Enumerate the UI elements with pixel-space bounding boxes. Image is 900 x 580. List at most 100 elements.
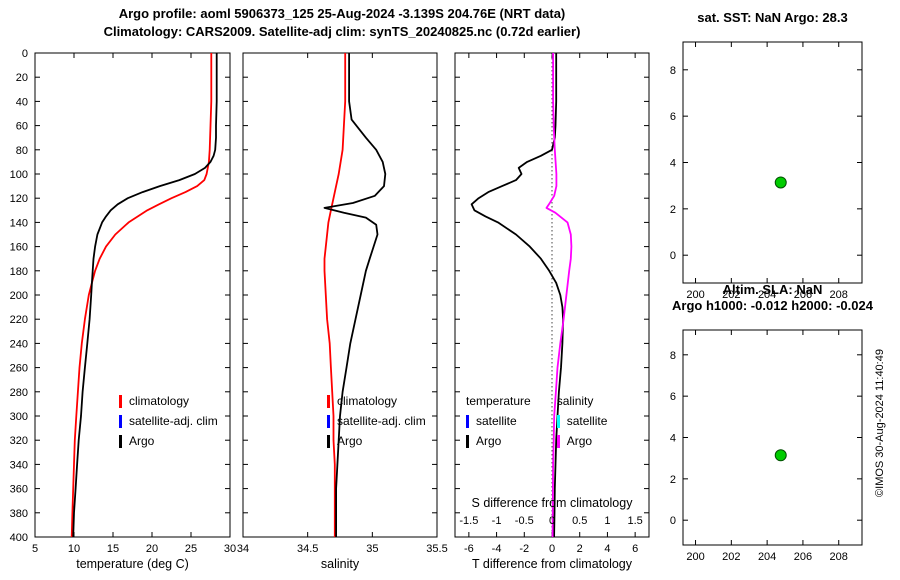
legend-line-marker [119, 434, 122, 448]
y-tick-label: 4 [670, 158, 676, 170]
s-axis-tick-label: 1.5 [627, 515, 642, 527]
sla_map-plot-box [682, 329, 863, 546]
legend-line-marker [466, 414, 469, 428]
y-tick-label: 240 [10, 338, 28, 350]
legend-item-label: Argo [129, 434, 155, 448]
legend-line-marker [466, 434, 469, 448]
x-tick-label: 34 [237, 543, 249, 555]
y-tick-label: 320 [10, 435, 28, 447]
legend-item-satellite-adj-clim: satellite-adj. clim [327, 411, 426, 431]
y-tick-label: 6 [670, 111, 676, 123]
figure-title-line1: Argo profile: aoml 5906373_125 25-Aug-20… [118, 6, 566, 21]
x-tick-label: 4 [604, 543, 610, 555]
legend-column-header: temperature [466, 394, 531, 408]
y-tick-label: 140 [10, 217, 28, 229]
legend-line-marker [556, 414, 560, 428]
y-tick-label: 380 [10, 508, 28, 520]
legend-column-temperature: temperature satellite Argo [466, 391, 531, 451]
legend-line-marker [119, 414, 122, 428]
x-tick-label: 200 [686, 551, 704, 563]
panel-salinity_profile: 34 34.5 35 35.5 salinity [237, 52, 448, 571]
panel-temperature_profile: 5 10 15 20 25 3002040608010012014016018020022… [10, 48, 236, 571]
sst_map-plot-box [682, 41, 863, 284]
panel-title: Argo h1000: -0.012 h2000: -0.024 [672, 298, 874, 313]
y-tick-label: 80 [16, 145, 28, 157]
y-tick-label: 2 [670, 204, 676, 216]
series-climatology-line [70, 53, 213, 538]
legend-item-argo: Argo [466, 431, 531, 451]
argo-position-dot [774, 449, 787, 462]
x-tick-label: 25 [185, 543, 197, 555]
x-tick-label: 35.5 [426, 543, 447, 555]
legend-item-climatology: climatology [119, 391, 218, 411]
s-axis-tick-label: -1 [492, 515, 502, 527]
legend-item-satellite: satellite [466, 411, 531, 431]
legend-item-label: climatology [129, 394, 190, 408]
s-axis-tick-label: -0.5 [515, 515, 534, 527]
legend-salinity_profile: climatology satellite-adj. clim Argo [327, 391, 426, 451]
legend-item-label: satellite-adj. clim [129, 414, 218, 428]
legend-line-marker [327, 434, 330, 448]
copyright-vertical-text: ©IMOS 30-Aug-2024 11:40:49 [874, 349, 886, 497]
legend-item-label: satellite-adj. clim [337, 414, 426, 428]
y-tick-label: 280 [10, 387, 28, 399]
y-tick-label: 180 [10, 266, 28, 278]
salinity_profile-plot-box [242, 52, 438, 538]
y-tick-label: 20 [16, 72, 28, 84]
s-axis-label: S difference from climatology [472, 496, 634, 510]
y-tick-label: 160 [10, 242, 28, 254]
x-axis-label: T difference from climatology [472, 557, 633, 571]
y-tick-label: 0 [670, 515, 676, 527]
y-tick-label: 300 [10, 411, 28, 423]
y-tick-label: 220 [10, 314, 28, 326]
y-tick-label: 6 [670, 391, 676, 403]
legend-item-satellite: satellite [556, 411, 608, 431]
argo-position-dot [774, 176, 787, 189]
legend-item-label: Argo [476, 434, 502, 448]
x-tick-label: 2 [577, 543, 583, 555]
legend-item-argo: Argo [327, 431, 426, 451]
legend-column-header: salinity [556, 394, 594, 408]
s-axis-tick-label: -1.5 [459, 515, 478, 527]
legend-item-label: Argo [337, 434, 363, 448]
legend-item-label: Argo [566, 434, 593, 448]
x-tick-label: 20 [146, 543, 158, 555]
x-tick-label: 202 [722, 551, 740, 563]
legend-line-marker [119, 394, 122, 408]
y-tick-label: 8 [670, 65, 676, 77]
x-tick-label: 15 [107, 543, 119, 555]
legend-item-label: climatology [337, 394, 398, 408]
legend-item-argo: Argo [119, 431, 218, 451]
series-s-difference-argo-line [545, 53, 573, 538]
x-tick-label: 202 [722, 289, 740, 301]
legend-item-label: satellite [476, 414, 517, 428]
y-tick-label: 0 [22, 48, 28, 60]
x-axis-label: temperature (deg C) [76, 557, 189, 571]
x-tick-label: 6 [632, 543, 638, 555]
legend-temperature_profile: climatology satellite-adj. clim Argo [119, 391, 218, 451]
series-t-difference-argo-line [470, 53, 564, 538]
x-tick-label: 206 [794, 289, 812, 301]
x-tick-label: 200 [686, 289, 704, 301]
legend-item-label: satellite [566, 414, 608, 428]
legend-tdiff_profile: temperature satellite Argo salinity satellit… [466, 391, 633, 451]
panel-title: sat. SST: NaN Argo: 28.3 [697, 10, 848, 25]
x-tick-label: 5 [32, 543, 38, 555]
y-tick-label: 60 [16, 121, 28, 133]
x-tick-label: 10 [68, 543, 80, 555]
x-tick-label: -4 [492, 543, 502, 555]
x-tick-label: 34.5 [297, 543, 318, 555]
legend-line-marker [327, 414, 330, 428]
x-tick-label: 208 [830, 289, 848, 301]
legend-item-satellite-adj-clim: satellite-adj. clim [119, 411, 218, 431]
figure-title-line2: Climatology: CARS2009. Satellite-adj cli… [103, 24, 581, 39]
y-tick-label: 2 [670, 474, 676, 486]
panel-sla_map: 200 202 204 206 208 0 2 4 6 8 Altim. SLA: NaNArgo … [670, 282, 874, 563]
y-tick-label: 4 [670, 433, 676, 445]
legend-line-marker [556, 434, 560, 448]
panel-tdiff_profile: -6 -4 -2 0 2 4 6 T difference from climatology S… [454, 52, 650, 571]
series-climatology-line [323, 53, 347, 537]
y-tick-label: 40 [16, 96, 28, 108]
